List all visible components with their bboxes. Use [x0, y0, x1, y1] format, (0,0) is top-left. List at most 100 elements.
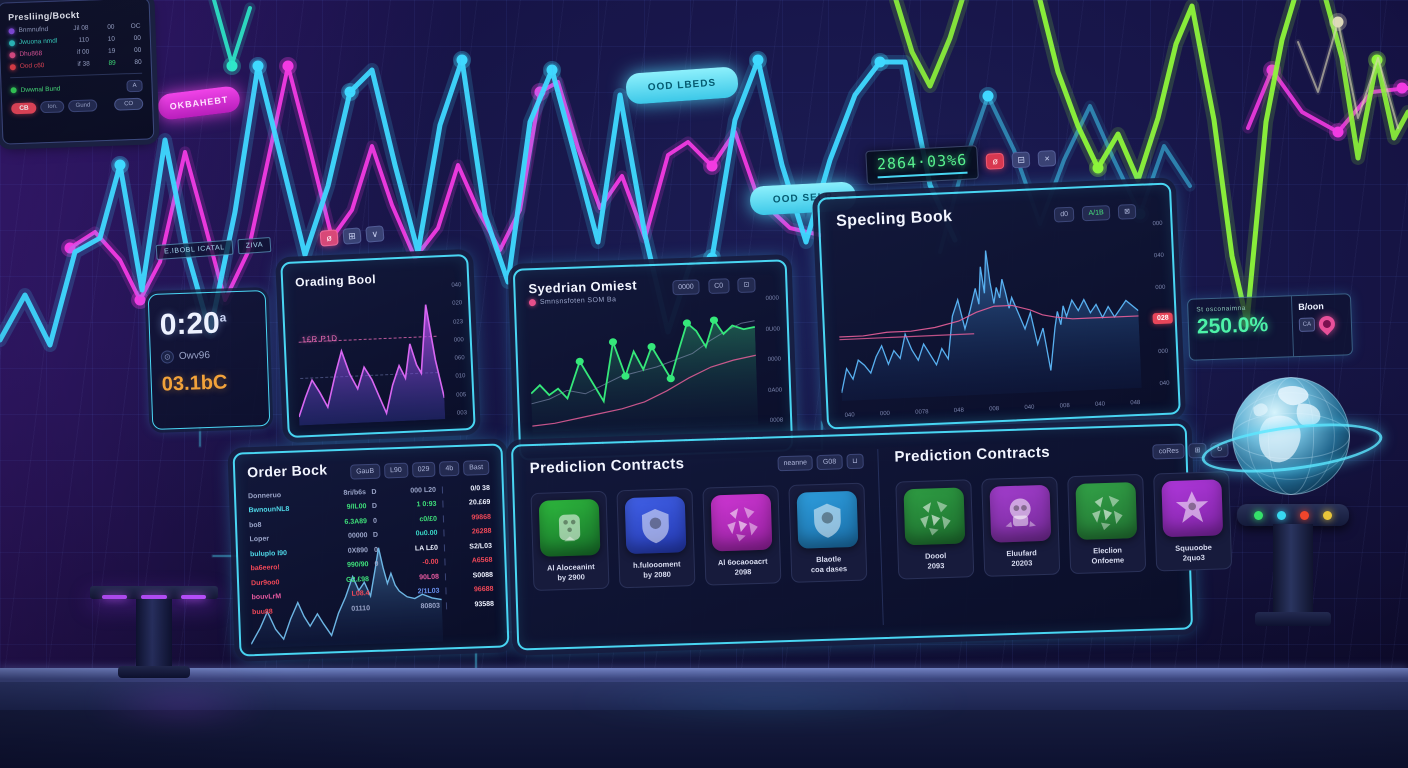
- header-chip[interactable]: coRes: [1152, 443, 1185, 460]
- order-cell: Donneruo: [247, 491, 282, 501]
- gain-badge: St osconaimna 250.0% B/oon CA: [1186, 293, 1354, 361]
- holo-globe: [1198, 364, 1386, 626]
- syedrian-chart[interactable]: [528, 302, 759, 433]
- header-chip[interactable]: Bast: [462, 459, 490, 476]
- toggle-button[interactable]: CO: [113, 97, 144, 111]
- bag-icon[interactable]: ⊔: [845, 453, 864, 470]
- y-axis-ticks: 0000400000A0000040: [1152, 221, 1170, 388]
- watchlist-row[interactable]: Jwuona nmdl 110 10 00: [8, 35, 141, 47]
- row-value: if 38: [77, 60, 90, 68]
- header-chip[interactable]: GauB: [349, 463, 381, 480]
- header-chip[interactable]: 029: [411, 461, 436, 478]
- header-chip[interactable]: G08: [816, 454, 843, 471]
- tile-label: Al 6ocaooacrt 2098: [717, 556, 768, 577]
- contract-tile[interactable]: .dk{fill:rgba(0,0,0,.35)} Al Aloceanintby…: [530, 490, 610, 592]
- tile-label: Al Aloceanint by 2900: [546, 562, 595, 583]
- order-price: 0/0 38: [441, 484, 491, 494]
- gund-button[interactable]: Gund: [68, 99, 98, 113]
- footer-chip[interactable]: A: [126, 79, 143, 93]
- stand-yellow-button[interactable]: [1323, 510, 1332, 520]
- desk-cyan-glow: [560, 688, 980, 714]
- order-cell: [370, 608, 386, 609]
- order-cell: bouvLrM: [251, 593, 282, 602]
- orading-chart[interactable]: [294, 291, 446, 426]
- footer-label: Dwwnal Bund: [20, 85, 61, 94]
- axis-tick: 040: [844, 412, 855, 419]
- order-cell: Loper: [249, 535, 270, 544]
- axis-tick: 000: [1158, 348, 1169, 356]
- panel-title: Specling Book: [835, 207, 953, 231]
- header-chip[interactable]: L90: [383, 462, 408, 479]
- axis-tick: 020: [452, 300, 463, 308]
- tools-icon[interactable]: ⊠: [1117, 203, 1137, 220]
- chevron-down-icon[interactable]: ∨: [365, 225, 385, 243]
- tile-label: Blaotle coa dases: [810, 554, 848, 575]
- shards-icon: .dk{fill:rgba(0,0,0,.35)}: [710, 493, 773, 552]
- neon-dot: [252, 60, 264, 72]
- stand-red-button[interactable]: [1300, 510, 1309, 520]
- tile-label: Eleclion Onfoeme: [1091, 545, 1125, 566]
- order-cell: 0u0.00: [415, 529, 438, 538]
- panel-title: Syedrian Omiest: [528, 277, 638, 297]
- neon-dot: [1092, 162, 1104, 174]
- shield-icon: .dk{fill:rgba(0,0,0,.35)}: [796, 490, 859, 549]
- row-value: 00: [133, 46, 142, 54]
- y-axis-ticks: 040 020 023 000 060 010 005 003: [451, 282, 467, 416]
- watchlist-row[interactable]: Bnmnufnd Jil 08 00 OC: [8, 23, 141, 35]
- location-pin-icon[interactable]: [1315, 312, 1339, 336]
- order-cell: [370, 593, 386, 594]
- watchlist-row[interactable]: Ood c60 if 38 89 80: [9, 59, 142, 71]
- grid-icon[interactable]: ⊞: [342, 227, 362, 245]
- order-cell: 01110: [351, 604, 371, 613]
- axis-tick: 010: [455, 373, 466, 381]
- slash-icon[interactable]: ø: [319, 229, 339, 247]
- axis-tick: 040: [1159, 380, 1170, 388]
- mode-chip[interactable]: C0: [707, 278, 730, 295]
- green-dot-icon: [10, 87, 17, 94]
- order-cell: ba6eero!: [250, 564, 280, 573]
- contract-tile[interactable]: .dk{fill:rgba(0,0,0,.35)} h.fulooomentby …: [616, 487, 696, 589]
- strip-chip[interactable]: ZIVA: [237, 236, 272, 255]
- neon-dot: [282, 60, 294, 72]
- range-chip[interactable]: 0000: [671, 279, 701, 296]
- sell-button[interactable]: CB: [11, 101, 37, 114]
- ca-chip[interactable]: CA: [1298, 317, 1316, 332]
- specling-chart[interactable]: [835, 228, 1142, 401]
- header-chip[interactable]: neanne: [777, 455, 814, 472]
- close-icon[interactable]: ×: [1037, 150, 1057, 167]
- globe-stand: [1237, 504, 1349, 526]
- order-cell: 990/90: [346, 561, 369, 570]
- axis-tick: 0U00: [765, 326, 781, 333]
- pedestal-column: [136, 599, 172, 671]
- stand-cyan-button[interactable]: [1277, 510, 1286, 520]
- ion-button[interactable]: Ion.: [40, 100, 65, 114]
- order-price: S2/L03: [443, 542, 493, 552]
- tile-label: Doool 2093: [924, 551, 947, 571]
- message-icon[interactable]: ⊟: [1011, 151, 1031, 169]
- order-cell: 6.3A89: [344, 517, 368, 526]
- pedestal-bar: [90, 586, 218, 599]
- globe-column: [1273, 524, 1313, 616]
- axis-tick: 040: [1153, 252, 1165, 260]
- stand-green-button[interactable]: [1254, 510, 1263, 520]
- gain-value: 250.0%: [1196, 313, 1269, 339]
- row-label: Bnmnufnd: [18, 25, 49, 34]
- alert-icon[interactable]: ø: [985, 152, 1005, 170]
- axis-tick: 000: [1155, 284, 1166, 292]
- header-chip[interactable]: 4b: [439, 460, 460, 477]
- neon-dot: [344, 86, 356, 98]
- orading-bool-panel: Orading Bool 040 020 023 000 060 010 005 003 1£…: [280, 253, 476, 439]
- compare-chip[interactable]: A/1B: [1082, 205, 1111, 222]
- contract-tile[interactable]: .dk{fill:rgba(0,0,0,.35)} Al 6ocaooacrt20…: [702, 485, 782, 586]
- settings-icon[interactable]: ⊡: [737, 277, 756, 293]
- axis-tick: 003: [456, 410, 468, 417]
- range-chip[interactable]: d0: [1053, 206, 1075, 223]
- watchlist-row[interactable]: Dhu868 if 00 19 00: [9, 47, 141, 59]
- order-price: 96688: [445, 586, 494, 595]
- data-point-dot: [608, 338, 618, 346]
